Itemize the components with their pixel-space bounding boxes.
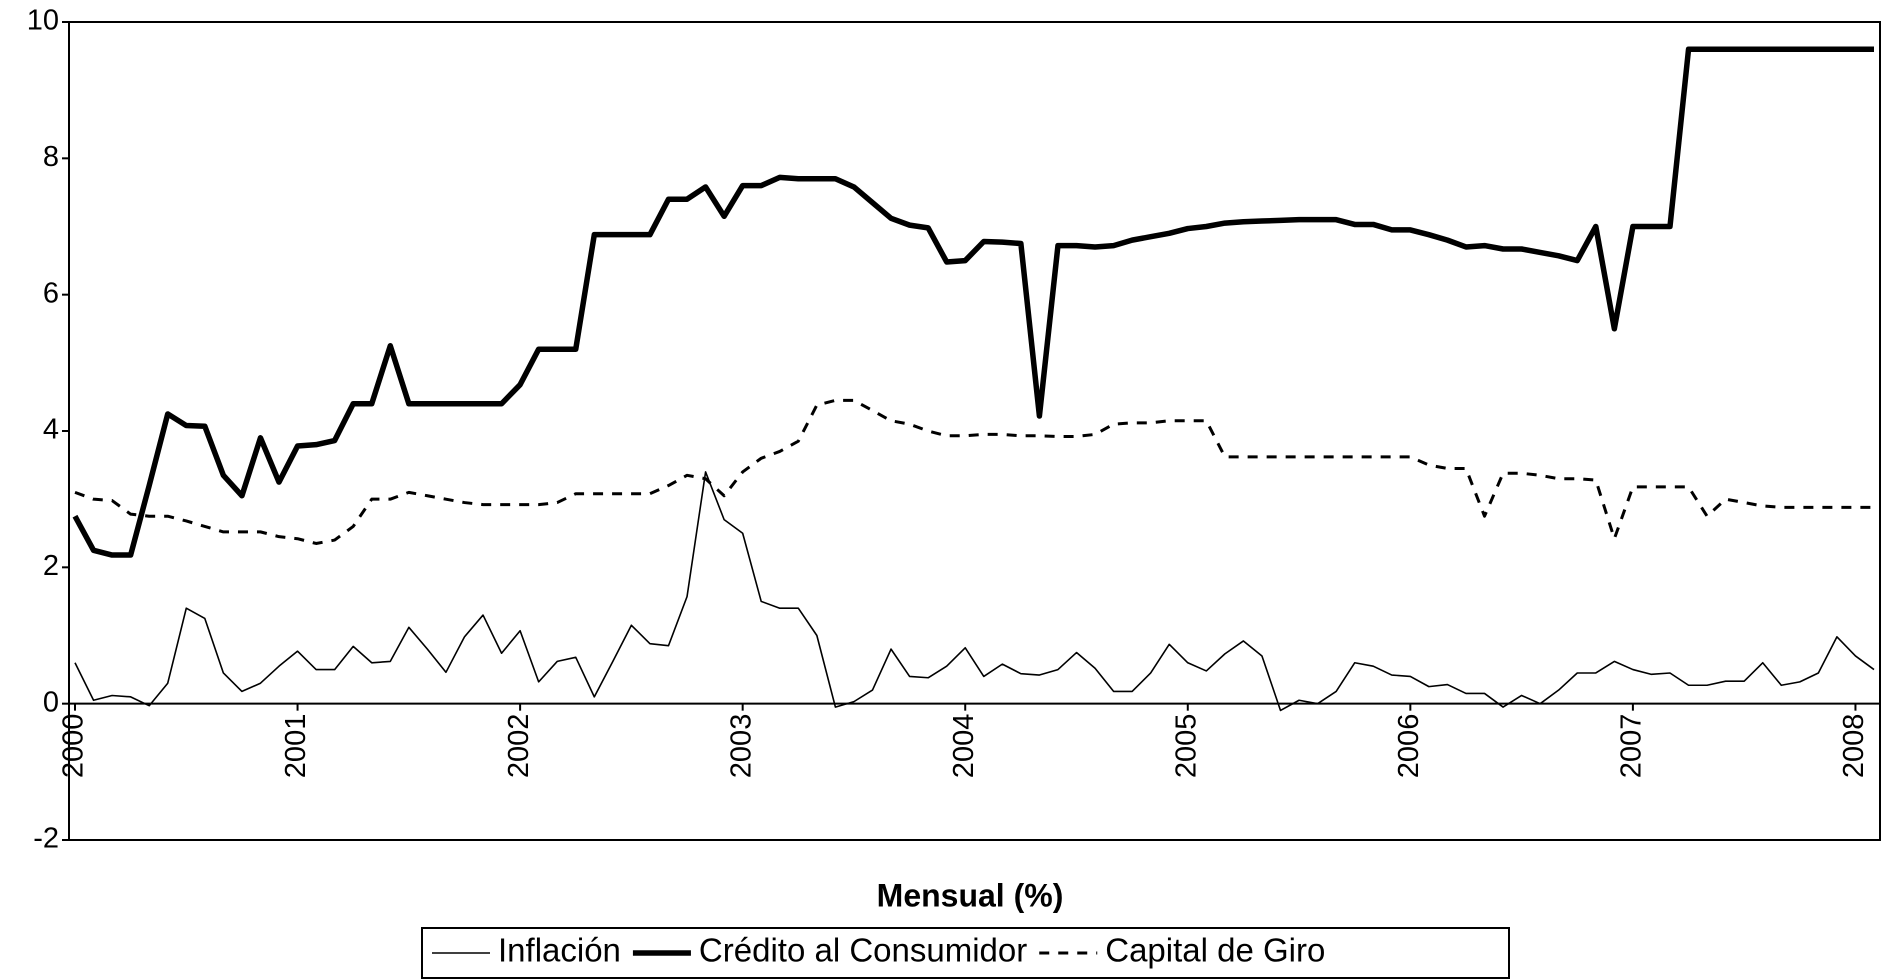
x-tick-label: 2008 <box>1838 714 1870 779</box>
x-tick-label: 2005 <box>1170 714 1202 779</box>
x-tick-label: 2000 <box>58 714 90 779</box>
y-tick-label: 6 <box>43 277 59 309</box>
series-line <box>72 46 1874 558</box>
series-line <box>74 471 1875 712</box>
chart-title: Mensual (%) <box>877 877 1064 913</box>
x-tick-label: 2001 <box>280 714 312 779</box>
series-line <box>74 398 1874 545</box>
y-tick-label: 0 <box>43 686 59 718</box>
x-tick-label: 2003 <box>725 714 757 779</box>
y-tick-label: 8 <box>43 141 59 173</box>
x-tick-label: 2004 <box>948 714 980 779</box>
y-tick-label: 10 <box>27 5 59 37</box>
legend-label: Capital de Giro <box>1105 932 1325 969</box>
x-tick-label: 2006 <box>1393 714 1425 779</box>
legend-label: Inflación <box>498 932 621 969</box>
y-tick-label: 2 <box>43 550 59 582</box>
legend-box <box>421 927 1510 979</box>
x-tick-label: 2002 <box>503 714 535 779</box>
y-tick-label: 4 <box>43 414 59 446</box>
x-tick-label: 2007 <box>1616 714 1648 779</box>
y-tick-label: -2 <box>33 823 59 855</box>
legend-label: Crédito al Consumidor <box>699 932 1027 969</box>
